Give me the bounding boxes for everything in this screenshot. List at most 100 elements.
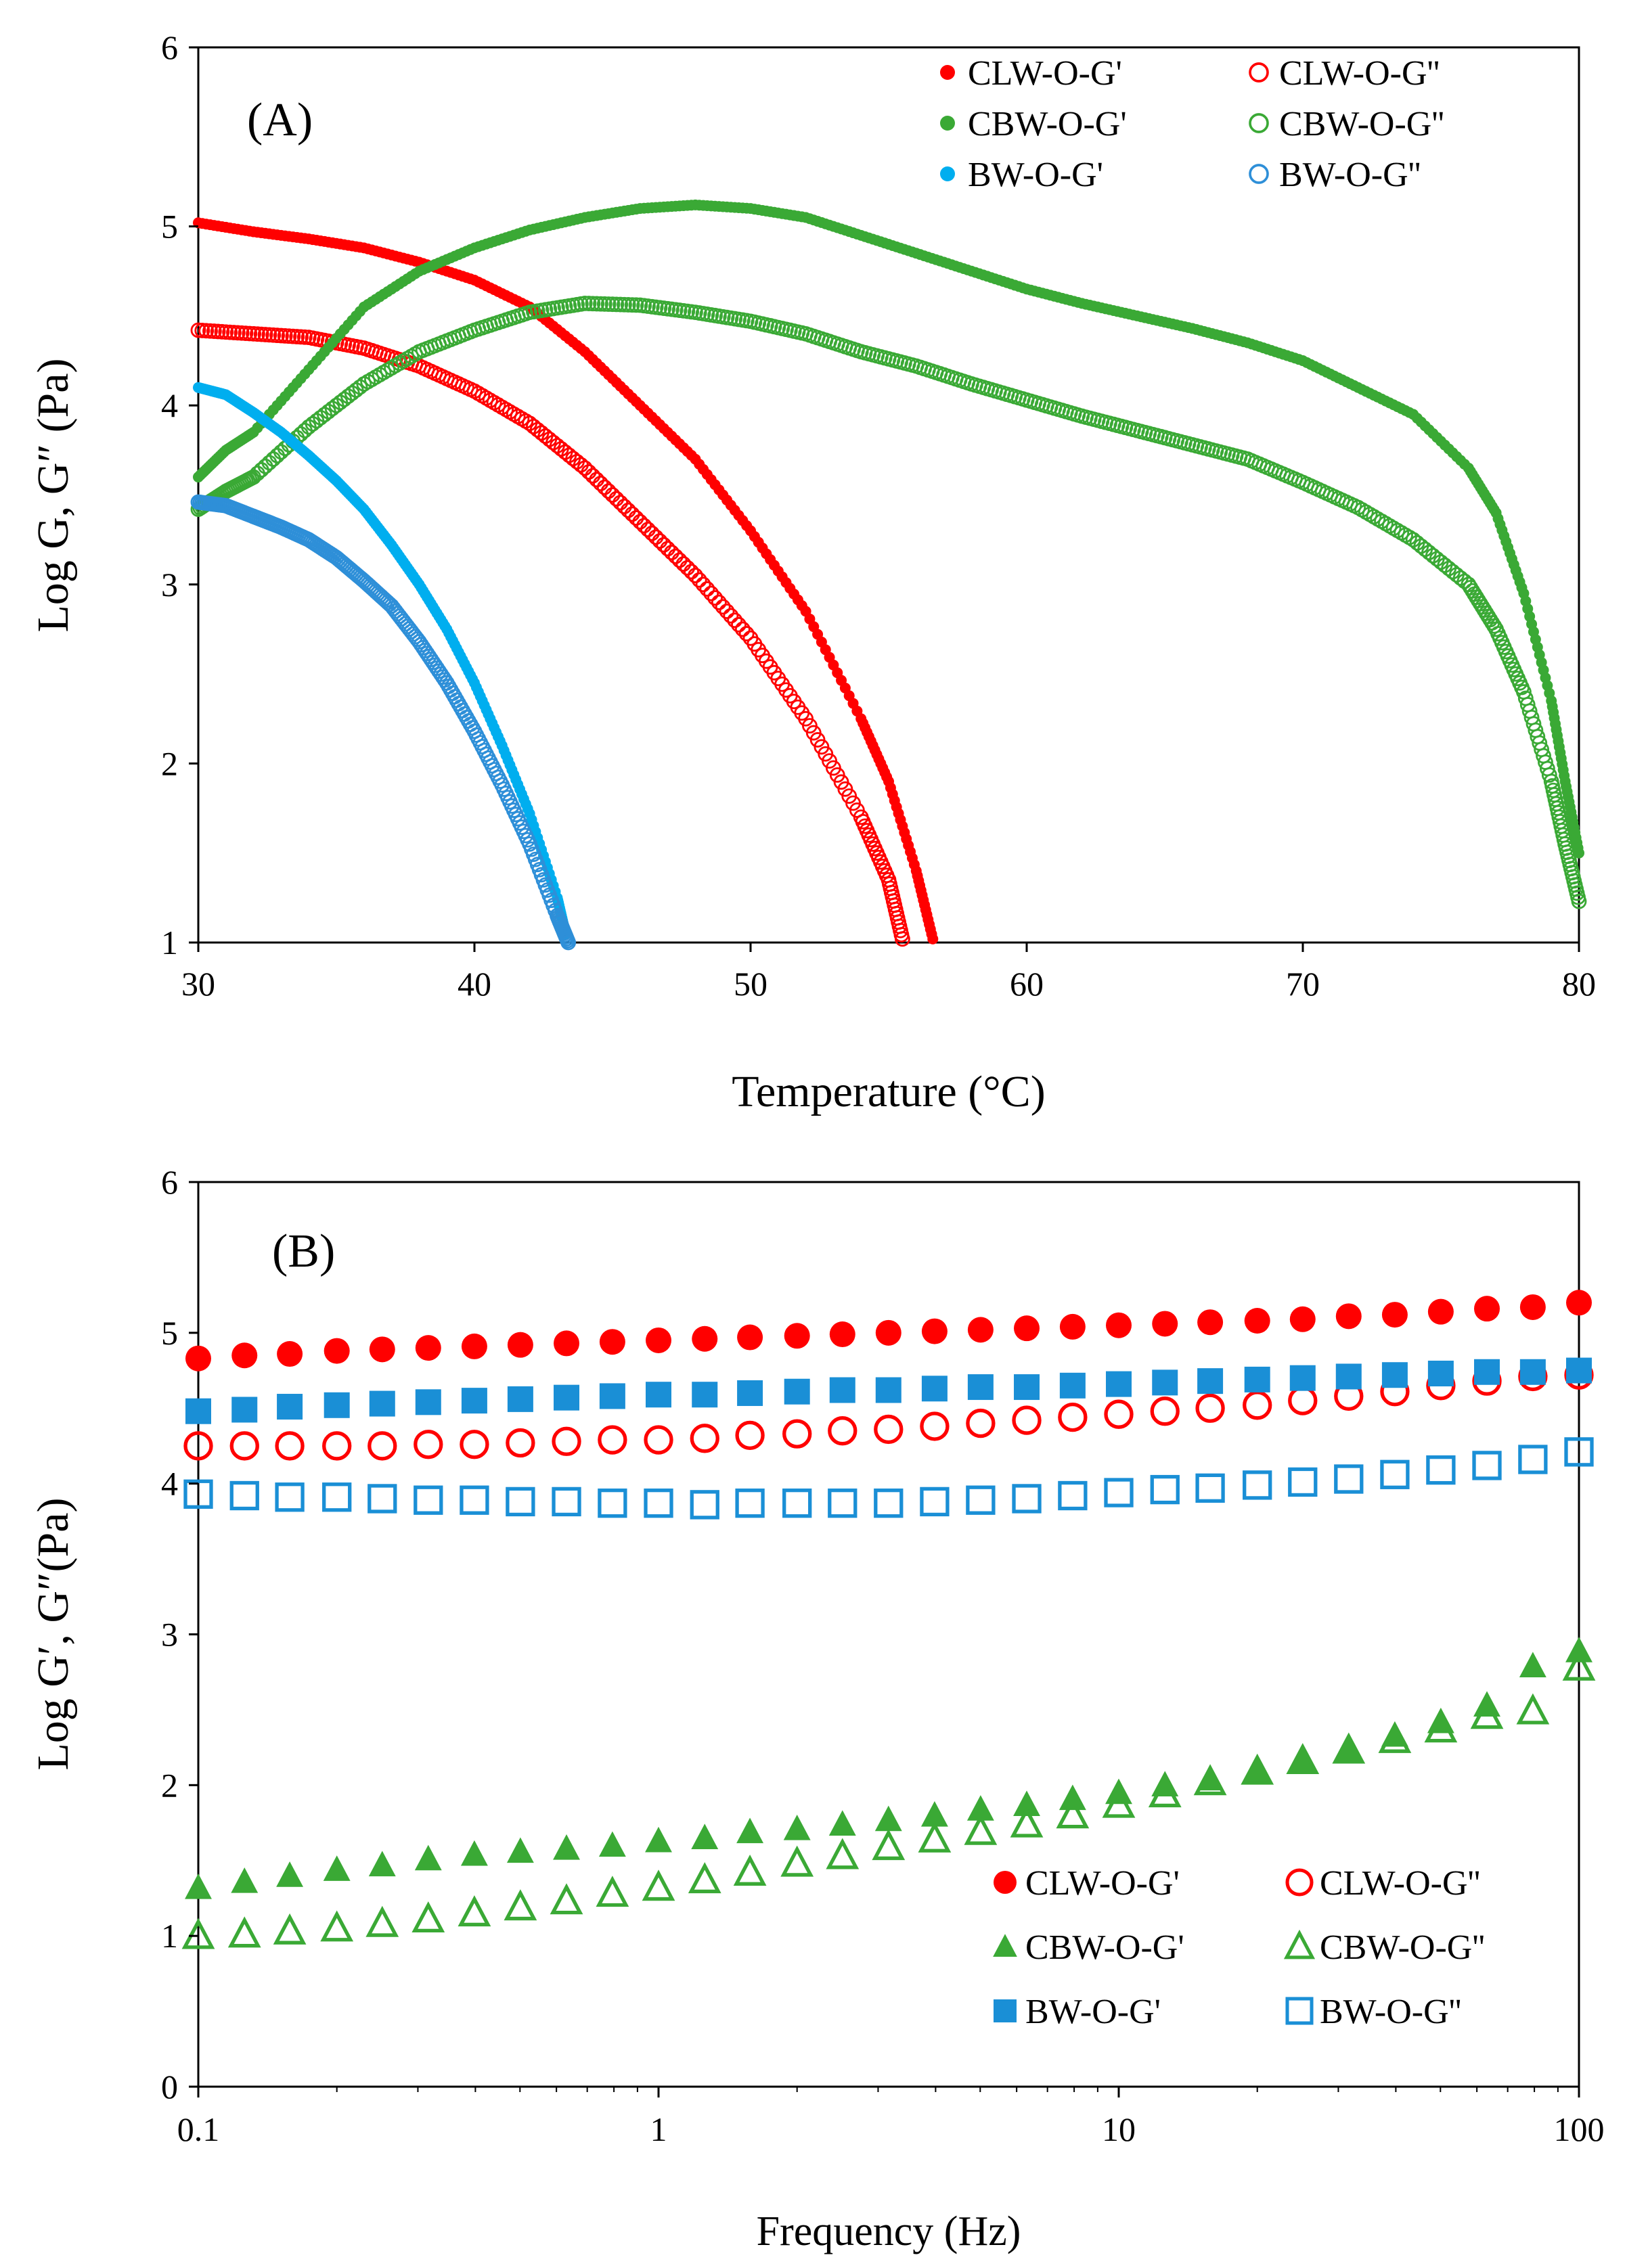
- point-a-cbw-o-g-g2-118: [600, 296, 617, 312]
- point-a-clw-o-g-g2-105: [604, 487, 621, 503]
- panel-a-legend: CLW-O-G' CLW-O-G'' CBW-O-G' CBW-O-G'' BW-O-G…: [940, 54, 1444, 194]
- b-y-tick-label-6: 6: [161, 1163, 178, 1201]
- point-b-bw-o-g-g1-28: [1474, 1359, 1500, 1385]
- point-b-bw-o-g-g2-3: [322, 1482, 352, 1512]
- point-b-clw-o-g-g1-14: [829, 1321, 855, 1348]
- legend-b-marker-bw-o-g-g1: [994, 1999, 1017, 2022]
- point-a-clw-o-g-g2-120: [664, 545, 680, 560]
- point-a-clw-o-g-g2-129: [699, 581, 715, 597]
- point-a-clw-o-g-g2-118: [656, 537, 672, 553]
- point-b-clw-o-g-g1-25: [1335, 1303, 1362, 1330]
- point-b-bw-o-g-g2-7: [506, 1487, 535, 1517]
- a-y-tick-label-2: 2: [161, 744, 178, 782]
- point-a-cbw-o-g-g2-119: [604, 296, 621, 313]
- point-a-cbw-o-g-g2-121: [613, 296, 629, 313]
- legend-a-marker-bw-o-g-g1: [940, 166, 955, 181]
- point-b-clw-o-g-g1-11: [692, 1325, 718, 1352]
- series-a-bw-o-g-g1: [193, 382, 571, 939]
- point-b-bw-o-g-g1-23: [1244, 1366, 1270, 1392]
- point-b-clw-o-g-g2-19: [1058, 1402, 1088, 1432]
- point-a-clw-o-g-g2-136: [727, 612, 743, 629]
- point-b-bw-o-g-g1-6: [461, 1388, 487, 1414]
- point-b-cbw-o-g-g2-14: [826, 1838, 860, 1869]
- point-b-cbw-o-g-g2-10: [642, 1869, 675, 1901]
- point-b-cbw-o-g-g2-30: [1562, 1649, 1596, 1681]
- point-b-bw-o-g-g2-11: [690, 1490, 719, 1520]
- point-b-bw-o-g-g2-19: [1058, 1480, 1088, 1511]
- point-a-clw-o-g-g2-137: [731, 616, 747, 633]
- legend-b-marker-clw-o-g-g2: [1285, 1868, 1314, 1897]
- point-b-bw-o-g-g2-13: [782, 1488, 812, 1518]
- point-a-cbw-o-g-g2-113: [581, 296, 597, 311]
- point-b-clw-o-g-g1-4: [369, 1336, 395, 1363]
- point-a-cbw-o-g-g2-123: [620, 297, 636, 313]
- legend-b-marker-bw-o-g-g2: [1285, 1997, 1314, 2025]
- point-b-clw-o-g-g1-17: [967, 1317, 994, 1343]
- point-a-clw-o-g-g2-107: [613, 495, 629, 511]
- point-a-cbw-o-g-g2-122: [617, 296, 632, 313]
- a-y-tick-label-1: 1: [161, 924, 178, 961]
- series-b-clw-o-g-g1: [185, 1290, 1592, 1371]
- point-b-clw-o-g-g2-12: [735, 1420, 765, 1451]
- b-x-tick-label-100: 100: [1554, 2110, 1605, 2148]
- point-a-clw-o-g-g2-138: [734, 621, 751, 637]
- point-b-cbw-o-g-g1-23: [1243, 1756, 1271, 1782]
- point-a-cbw-o-g-g2-116: [593, 296, 608, 312]
- panel-a-y-axis-title: Log G, G″ (Pa): [28, 358, 78, 632]
- point-a-cbw-o-g-g2-33: [265, 451, 282, 467]
- point-b-clw-o-g-g2-4: [368, 1431, 397, 1461]
- point-b-bw-o-g-g1-27: [1427, 1360, 1454, 1386]
- point-b-cbw-o-g-g2-2: [273, 1913, 307, 1945]
- point-a-clw-o-g-g2-196: [895, 931, 910, 947]
- legend-a-marker-clw-o-g-g1: [940, 65, 955, 80]
- point-b-bw-o-g-g2-25: [1334, 1464, 1364, 1494]
- point-b-bw-o-g-g1-26: [1381, 1362, 1408, 1388]
- point-b-cbw-o-g-g1-8: [553, 1834, 580, 1860]
- point-a-cbw-o-g-g2-115: [589, 296, 605, 312]
- series-a-bw-o-g-g2: [190, 494, 577, 951]
- point-a-clw-o-g-g2-126: [688, 568, 703, 583]
- point-b-cbw-o-g-g1-12: [736, 1817, 764, 1844]
- point-b-cbw-o-g-g2-15: [872, 1829, 906, 1861]
- point-b-cbw-o-g-g1-3: [323, 1855, 351, 1881]
- point-b-bw-o-g-g2-8: [552, 1487, 581, 1517]
- point-b-clw-o-g-g1-6: [461, 1333, 487, 1359]
- point-b-bw-o-g-g2-2: [275, 1482, 305, 1512]
- point-b-clw-o-g-g2-8: [552, 1426, 581, 1456]
- point-b-bw-o-g-g2-5: [414, 1485, 443, 1515]
- panel-b-legend: CLW-O-G' CLW-O-G'' CBW-O-G' CBW-O-G'' BW-O-G…: [993, 1864, 1485, 2031]
- point-b-cbw-o-g-g2-16: [918, 1821, 952, 1853]
- point-b-clw-o-g-g1-0: [185, 1345, 211, 1371]
- point-b-bw-o-g-g1-9: [599, 1383, 625, 1409]
- point-a-cbw-o-g-g1-406: [1574, 847, 1584, 859]
- point-b-cbw-o-g-g2-19: [1056, 1797, 1090, 1829]
- point-a-clw-o-g-g2-122: [671, 552, 688, 568]
- point-b-cbw-o-g-g2-23: [1241, 1753, 1274, 1785]
- point-b-bw-o-g-g1-11: [692, 1382, 718, 1408]
- point-b-clw-o-g-g1-5: [415, 1335, 441, 1361]
- point-b-cbw-o-g-g1-0: [185, 1873, 212, 1899]
- legend-b-marker-cbw-o-g-g2: [1283, 1929, 1316, 1959]
- point-b-clw-o-g-g2-5: [414, 1430, 443, 1459]
- point-b-cbw-o-g-g1-9: [598, 1831, 626, 1857]
- point-a-cbw-o-g-g2-35: [273, 444, 289, 460]
- panel-b-axes: 0.1 1 10 100 0 1 2 3 4 5 6: [161, 1163, 1605, 2148]
- point-a-cbw-o-g-g2-31: [257, 458, 273, 474]
- point-b-bw-o-g-g2-18: [1012, 1484, 1042, 1514]
- legend-a-marker-clw-o-g-g2: [1249, 62, 1269, 83]
- panel-a-chart: 30 40 50 60 70 80 1 2 3 4 5 6 (A) CLW-O-G' CLW-O-G''…: [28, 28, 1596, 1116]
- point-a-clw-o-g-g2-116: [648, 529, 664, 545]
- point-a-cbw-o-g-g2-114: [585, 296, 601, 312]
- point-b-bw-o-g-g1-29: [1519, 1359, 1546, 1385]
- point-b-clw-o-g-g2-7: [506, 1428, 535, 1458]
- point-b-clw-o-g-g2-23: [1243, 1390, 1272, 1420]
- legend-b-label-clw-o-g-g1: CLW-O-G': [1025, 1864, 1180, 1903]
- point-b-bw-o-g-g2-17: [966, 1485, 996, 1515]
- point-a-clw-o-g-g2-131: [707, 590, 723, 606]
- point-a-cbw-o-g-g2-30: [253, 462, 269, 478]
- point-a-cbw-o-g-g2-120: [608, 296, 625, 313]
- b-y-tick-label-1: 1: [161, 1917, 178, 1955]
- point-b-bw-o-g-g2-29: [1518, 1445, 1548, 1474]
- point-b-cbw-o-g-g2-22: [1193, 1764, 1227, 1796]
